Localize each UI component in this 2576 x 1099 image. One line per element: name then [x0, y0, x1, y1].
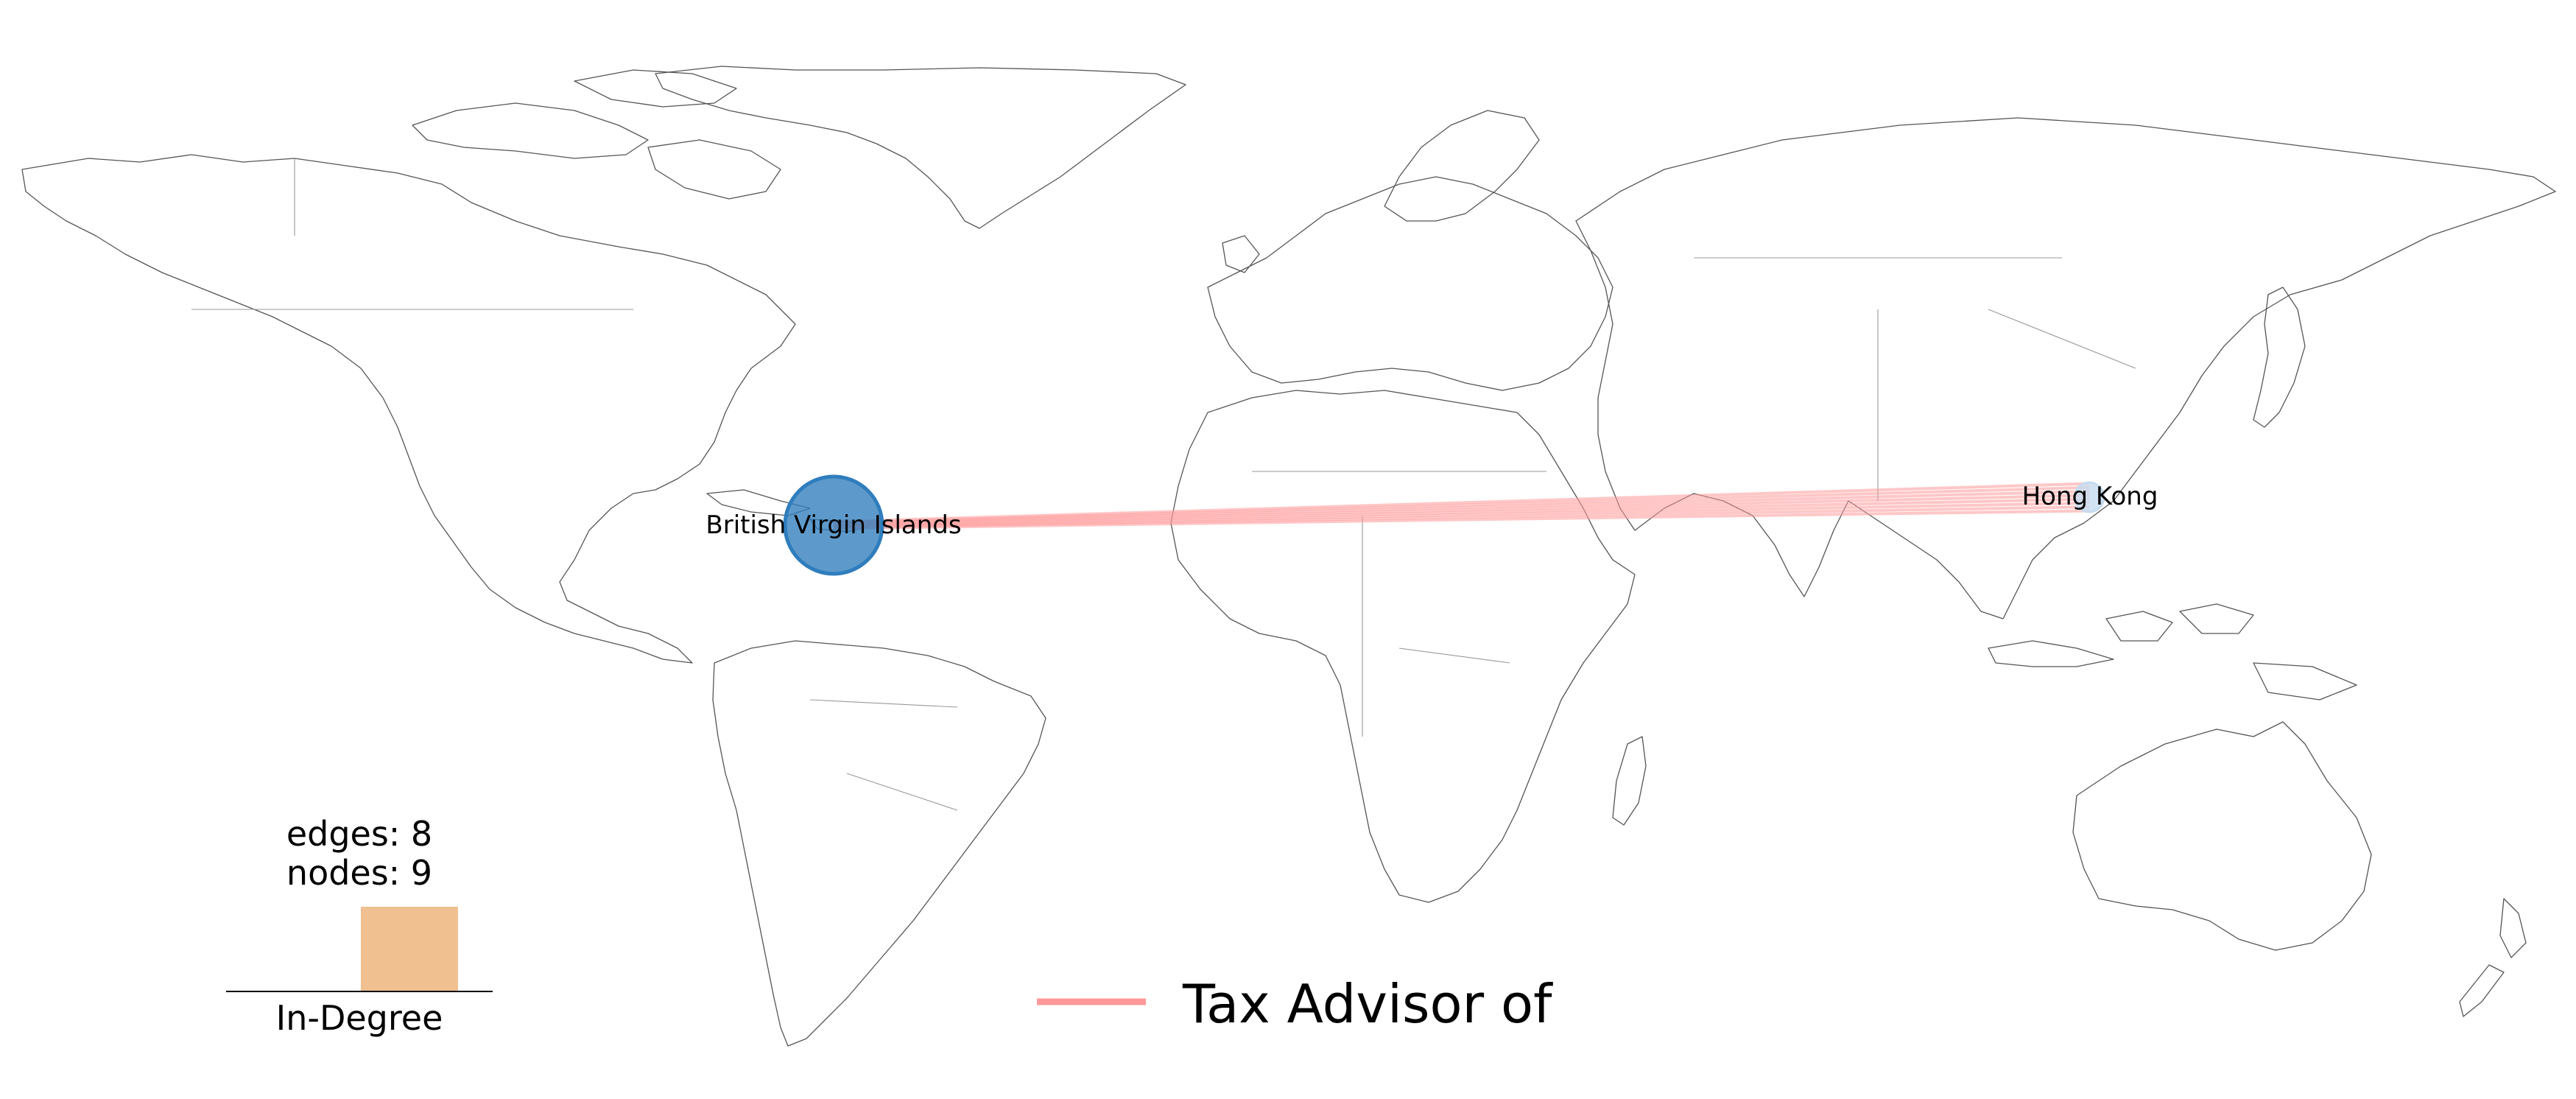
scandinavia-outline: [1384, 110, 1540, 222]
new-zealand-outline: [2459, 898, 2527, 1017]
japan-outline: [2253, 287, 2306, 428]
south-america-outline: [712, 640, 1046, 1047]
nodes-count: nodes: 9: [286, 853, 432, 893]
stats-inset: edges: 8 nodes: 9 In-Degree: [226, 814, 493, 1038]
africa-outline: [1170, 390, 1636, 903]
legend: Tax Advisor of: [1037, 973, 1553, 1035]
in-degree-histogram-bar: [361, 907, 458, 991]
indonesia-outline: [1988, 603, 2357, 701]
greenland-outline: [655, 66, 1186, 229]
australia-outline: [2072, 721, 2372, 951]
north-america-outline: [21, 154, 796, 664]
arctic-islands-outline: [412, 69, 781, 200]
edges-count: edges: 8: [286, 814, 432, 854]
edge-tax-advisor-of: [833, 509, 2090, 530]
basemap: [21, 66, 2556, 1047]
node-hong-kong[interactable]: [2073, 481, 2105, 513]
in-degree-axis-label: In-Degree: [276, 998, 443, 1038]
edges-layer: [833, 482, 2090, 530]
country-borders: [191, 158, 2136, 811]
node-british-virgin-islands[interactable]: [783, 474, 884, 576]
node-label-hong-kong: Hong Kong: [2022, 482, 2158, 511]
madagascar-outline: [1612, 736, 1647, 826]
asia-outline: [1575, 117, 2556, 619]
legend-label-tax-advisor: Tax Advisor of: [1182, 973, 1553, 1035]
nodes-layer: British Virgin Islands Hong Kong: [705, 474, 2158, 576]
europe-outline: [1207, 176, 1613, 391]
node-label-british-virgin-islands: British Virgin Islands: [705, 510, 961, 540]
